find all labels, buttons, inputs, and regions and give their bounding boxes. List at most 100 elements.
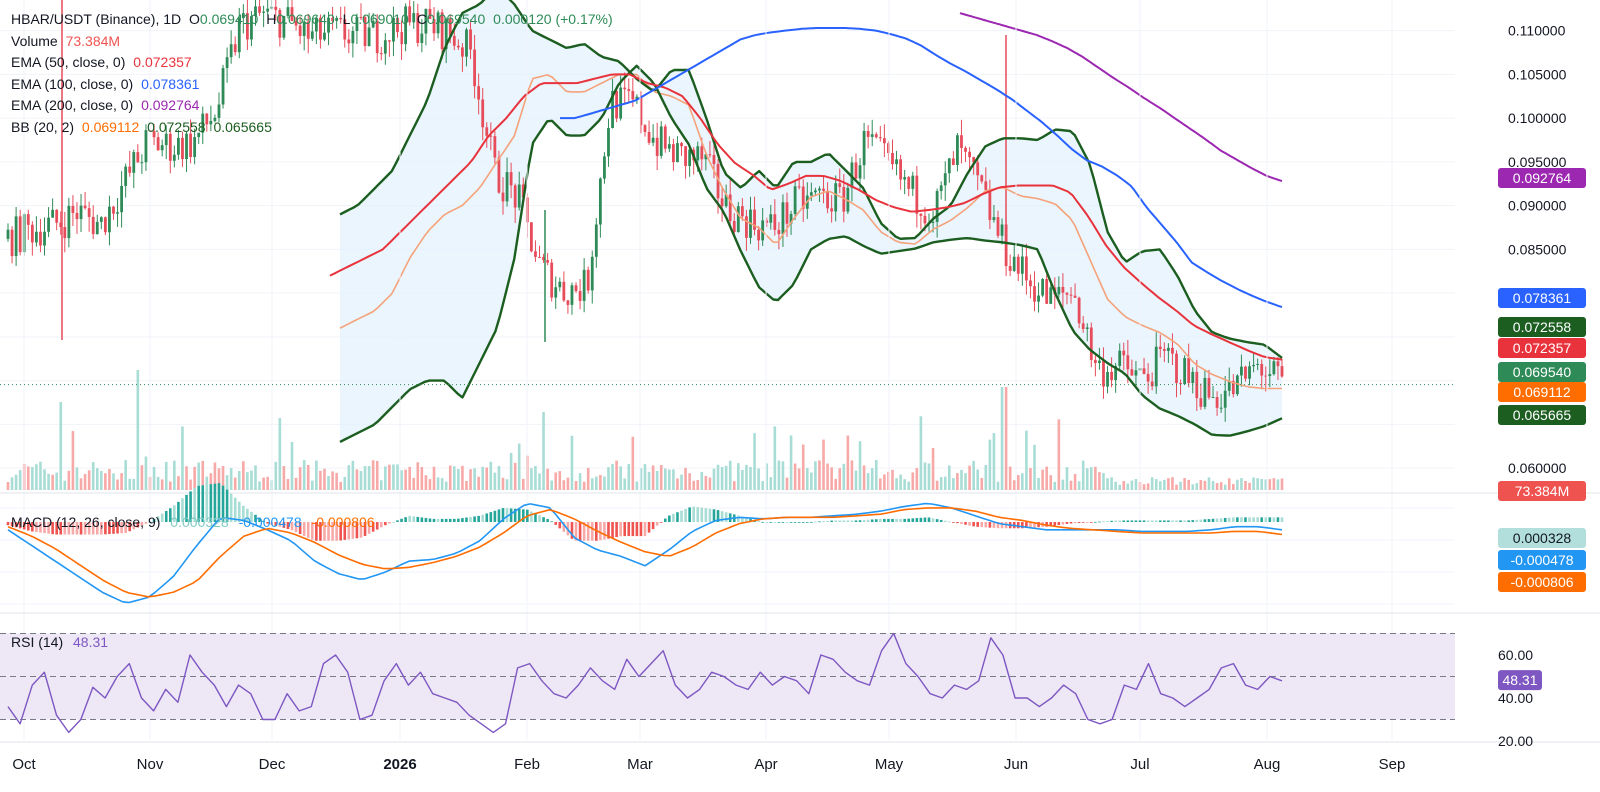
macd-legend[interactable]: MACD (12, 26, close, 9) 0.000328 -0.0004…: [11, 514, 381, 530]
volume-bar: [1081, 460, 1085, 490]
price-tag: [1498, 288, 1586, 308]
rsi-legend[interactable]: RSI (14) 48.31: [11, 634, 114, 650]
volume-bar: [947, 465, 951, 490]
candle-body: [266, 8, 270, 12]
volume-bar: [996, 481, 1000, 490]
volume-bar: [359, 471, 363, 490]
candle-body: [972, 157, 976, 163]
bb-legend[interactable]: BB (20, 2) 0.069112 0.072558 0.065665: [11, 117, 617, 139]
ema200-value: 0.092764: [141, 97, 200, 113]
rsi-label: RSI (14): [11, 634, 64, 650]
volume-bar: [992, 433, 996, 490]
volume-bar: [972, 460, 975, 490]
volume-bar: [879, 478, 882, 490]
volume-bar: [931, 448, 935, 490]
candle-body: [185, 133, 188, 160]
ema50-legend[interactable]: EMA (50, close, 0) 0.072357: [11, 52, 617, 74]
volume-bar: [67, 470, 71, 490]
candle-body: [343, 19, 347, 40]
volume-bar: [355, 469, 359, 490]
volume-bar: [1211, 480, 1215, 490]
macd-hist-bar: [1280, 517, 1284, 523]
macd-hist-bar: [392, 521, 395, 523]
macd-hist-bar: [71, 522, 75, 535]
volume-bar: [895, 478, 898, 490]
candle-body: [878, 137, 882, 139]
volume-bar: [233, 477, 237, 490]
candle-body: [67, 205, 71, 239]
volume-bar: [1012, 480, 1016, 490]
candle-body: [956, 135, 959, 166]
volume-bar: [91, 462, 95, 490]
volume-bar: [777, 460, 781, 490]
volume-bar: [1240, 478, 1243, 490]
candle-body: [651, 137, 655, 143]
macd-hist-bar: [866, 519, 870, 523]
candle-body: [416, 13, 420, 43]
candle-body: [1162, 349, 1166, 351]
volume-bar: [574, 481, 578, 490]
macd-hist-bar: [83, 522, 87, 535]
macd-hist-bar: [521, 509, 525, 523]
volume-bar: [128, 478, 132, 490]
macd-hist-bar: [651, 522, 655, 530]
ema200-legend[interactable]: EMA (200, close, 0) 0.092764: [11, 95, 617, 117]
ema100-legend[interactable]: EMA (100, close, 0) 0.078361: [11, 74, 617, 96]
macd-hist-bar: [168, 508, 172, 523]
volume-legend[interactable]: Volume 73.384M: [11, 31, 617, 53]
macd-hist-bar: [517, 508, 521, 523]
candle-body: [298, 25, 302, 37]
volume-bar: [392, 464, 395, 490]
macd-hist-bar: [980, 522, 984, 528]
candle-body: [501, 192, 505, 202]
macd-hist-bar: [315, 522, 318, 541]
volume-bar: [1045, 466, 1048, 490]
candle-body: [213, 117, 217, 121]
macd-hist-bar: [213, 483, 217, 523]
macd-hist-bar: [14, 522, 18, 528]
candle-body: [201, 113, 205, 133]
price-axis-label: 0.085000: [1508, 241, 1567, 257]
volume-bar: [566, 477, 570, 490]
candle-body: [132, 152, 136, 173]
candle-body: [1126, 355, 1130, 370]
volume-bar: [1114, 481, 1117, 490]
volume-bar: [1268, 479, 1272, 490]
candle-body: [546, 260, 550, 263]
macd-hist-bar: [968, 522, 971, 526]
macd-hist-bar: [619, 522, 622, 537]
rsi-tag: [1498, 670, 1542, 691]
volume-bar: [842, 463, 846, 490]
volume-bar: [59, 402, 63, 490]
macd-hist-bar: [874, 519, 878, 523]
volume-bar: [858, 441, 862, 490]
macd-hist-bar: [1211, 518, 1215, 523]
macd-hist-bar: [696, 507, 700, 523]
candle-body: [627, 89, 631, 92]
volume-bar: [1025, 430, 1028, 490]
macd-hist-bar: [225, 489, 229, 523]
macd-hist-bar: [1203, 519, 1207, 523]
candle-body: [103, 217, 107, 233]
macd-hist-bar: [550, 521, 553, 523]
candle-body: [1065, 292, 1069, 295]
candle-body: [708, 154, 712, 156]
price-axis-label: 0.110000: [1508, 23, 1566, 39]
volume-bar: [1199, 480, 1203, 490]
candle-body: [505, 172, 509, 202]
macd-hist-bar: [193, 487, 196, 523]
volume-bar: [489, 461, 493, 490]
volume-bar: [132, 478, 136, 490]
time-axis-label: Feb: [514, 756, 540, 773]
ohlc-legend: HBAR/USDT (Binance), 1D O0.069410 H0.069…: [11, 9, 617, 31]
volume-bar: [607, 467, 610, 490]
symbol-label[interactable]: HBAR/USDT (Binance), 1D: [11, 11, 182, 27]
volume-bar: [1179, 481, 1182, 490]
macd-hist-bar: [939, 519, 943, 523]
volume-bar: [343, 476, 347, 490]
macd-hist-bar: [339, 522, 343, 541]
macd-hist-bar: [448, 518, 452, 523]
candle-body: [951, 158, 955, 166]
volume-bar: [290, 441, 294, 490]
